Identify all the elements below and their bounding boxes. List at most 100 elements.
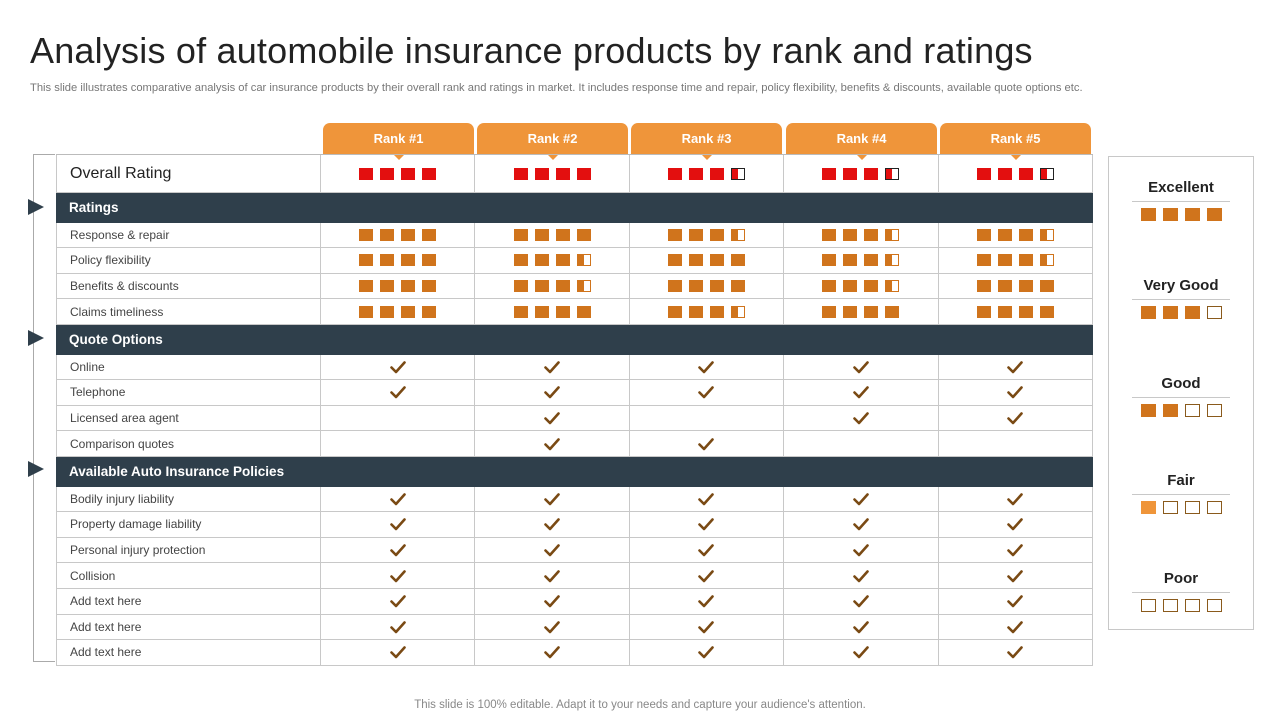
comparison-table: Overall Rating Ratings Response & repair Po…	[56, 154, 1093, 666]
rank-header-1: Rank #1	[323, 123, 474, 160]
table-cell	[784, 222, 939, 248]
legend-label: Very Good	[1143, 277, 1219, 294]
rating-square	[359, 254, 374, 267]
rating-boxes	[822, 228, 900, 241]
legend-divider	[1132, 201, 1230, 202]
table-cell	[321, 431, 476, 456]
table-row: Property damage liability	[56, 512, 1093, 538]
rating-square	[997, 228, 1012, 241]
rating-square	[576, 228, 591, 241]
row-label: Collision	[56, 563, 321, 588]
table-cell	[630, 512, 785, 537]
rating-square	[576, 167, 591, 180]
rating-square	[359, 228, 374, 241]
table-cell	[939, 299, 1093, 324]
checkmark-icon	[1007, 493, 1024, 506]
rating-boxes	[513, 305, 591, 318]
row-label: Overall Rating	[56, 155, 321, 192]
table-cell	[475, 486, 630, 512]
rating-square	[534, 305, 549, 318]
row-label: Personal injury protection	[56, 537, 321, 563]
rating-square	[997, 254, 1012, 267]
rating-boxes	[359, 254, 437, 267]
rating-square	[667, 167, 682, 180]
checkmark-icon	[1007, 386, 1024, 399]
rating-square	[401, 305, 416, 318]
table-cell	[630, 431, 785, 456]
legend-square	[1206, 404, 1222, 417]
rating-square	[555, 167, 570, 180]
rating-square	[976, 254, 991, 267]
table-cell	[784, 405, 939, 431]
table-cell	[784, 155, 939, 192]
checkmark-icon	[389, 493, 406, 506]
legend-divider	[1132, 592, 1230, 593]
rating-square	[997, 305, 1012, 318]
rating-square	[576, 305, 591, 318]
rating-square	[843, 254, 858, 267]
table-cell	[784, 248, 939, 273]
rating-boxes	[359, 167, 437, 180]
rating-boxes	[976, 228, 1054, 241]
row-label: Claims timeliness	[56, 299, 321, 324]
rating-square	[513, 305, 528, 318]
rating-square	[555, 305, 570, 318]
rating-square	[688, 228, 703, 241]
legend-square	[1184, 599, 1200, 612]
rank-header-4: Rank #4	[786, 123, 937, 160]
rating-square	[997, 280, 1012, 293]
legend-square	[1206, 208, 1222, 221]
rating-square	[534, 280, 549, 293]
table-row: Bodily injury liability	[56, 486, 1093, 513]
table-cell	[939, 563, 1093, 588]
rating-square	[688, 167, 703, 180]
table-cell	[939, 273, 1093, 299]
table-cell	[475, 614, 630, 640]
rating-square	[709, 167, 724, 180]
rating-square	[822, 305, 837, 318]
checkmark-icon	[1007, 569, 1024, 582]
checkmark-icon	[544, 437, 560, 450]
rating-square	[1039, 280, 1054, 293]
checkmark-icon	[389, 544, 406, 557]
checkmark-icon	[698, 518, 715, 531]
checkmark-icon	[544, 361, 560, 374]
table-row: Licensed area agent	[56, 405, 1093, 432]
legend-square	[1206, 501, 1222, 514]
rating-square	[730, 305, 745, 318]
table-row: Benefits & discounts	[56, 273, 1093, 300]
table-cell	[321, 563, 476, 588]
rating-square	[1018, 254, 1033, 267]
table-cell	[939, 640, 1093, 665]
table-cell	[475, 222, 630, 248]
rating-square	[359, 305, 374, 318]
rating-square	[822, 228, 837, 241]
checkmark-icon	[544, 620, 560, 634]
table-cell	[939, 431, 1093, 456]
checkmark-icon	[1007, 412, 1024, 425]
rating-square	[1018, 280, 1033, 293]
checkmark-icon	[698, 437, 715, 450]
table-cell	[630, 248, 785, 273]
legend-square	[1162, 404, 1178, 417]
rating-boxes	[976, 280, 1054, 293]
table-cell	[475, 588, 630, 614]
rating-square	[380, 167, 395, 180]
table-row: Personal injury protection	[56, 537, 1093, 564]
rating-square	[534, 228, 549, 241]
rating-square	[864, 305, 879, 318]
rating-boxes	[976, 254, 1054, 267]
checkmark-icon	[853, 544, 869, 557]
rating-square	[843, 228, 858, 241]
checkmark-icon	[853, 595, 869, 608]
table-cell	[630, 273, 785, 299]
legend-boxes	[1109, 404, 1253, 417]
row-label: Comparison quotes	[56, 431, 321, 456]
legend-divider	[1132, 494, 1230, 495]
table-cell	[475, 248, 630, 273]
rating-square	[688, 280, 703, 293]
legend-square	[1206, 306, 1222, 319]
checkmark-icon	[698, 493, 715, 506]
table-cell	[630, 380, 785, 405]
rating-square	[976, 167, 991, 180]
